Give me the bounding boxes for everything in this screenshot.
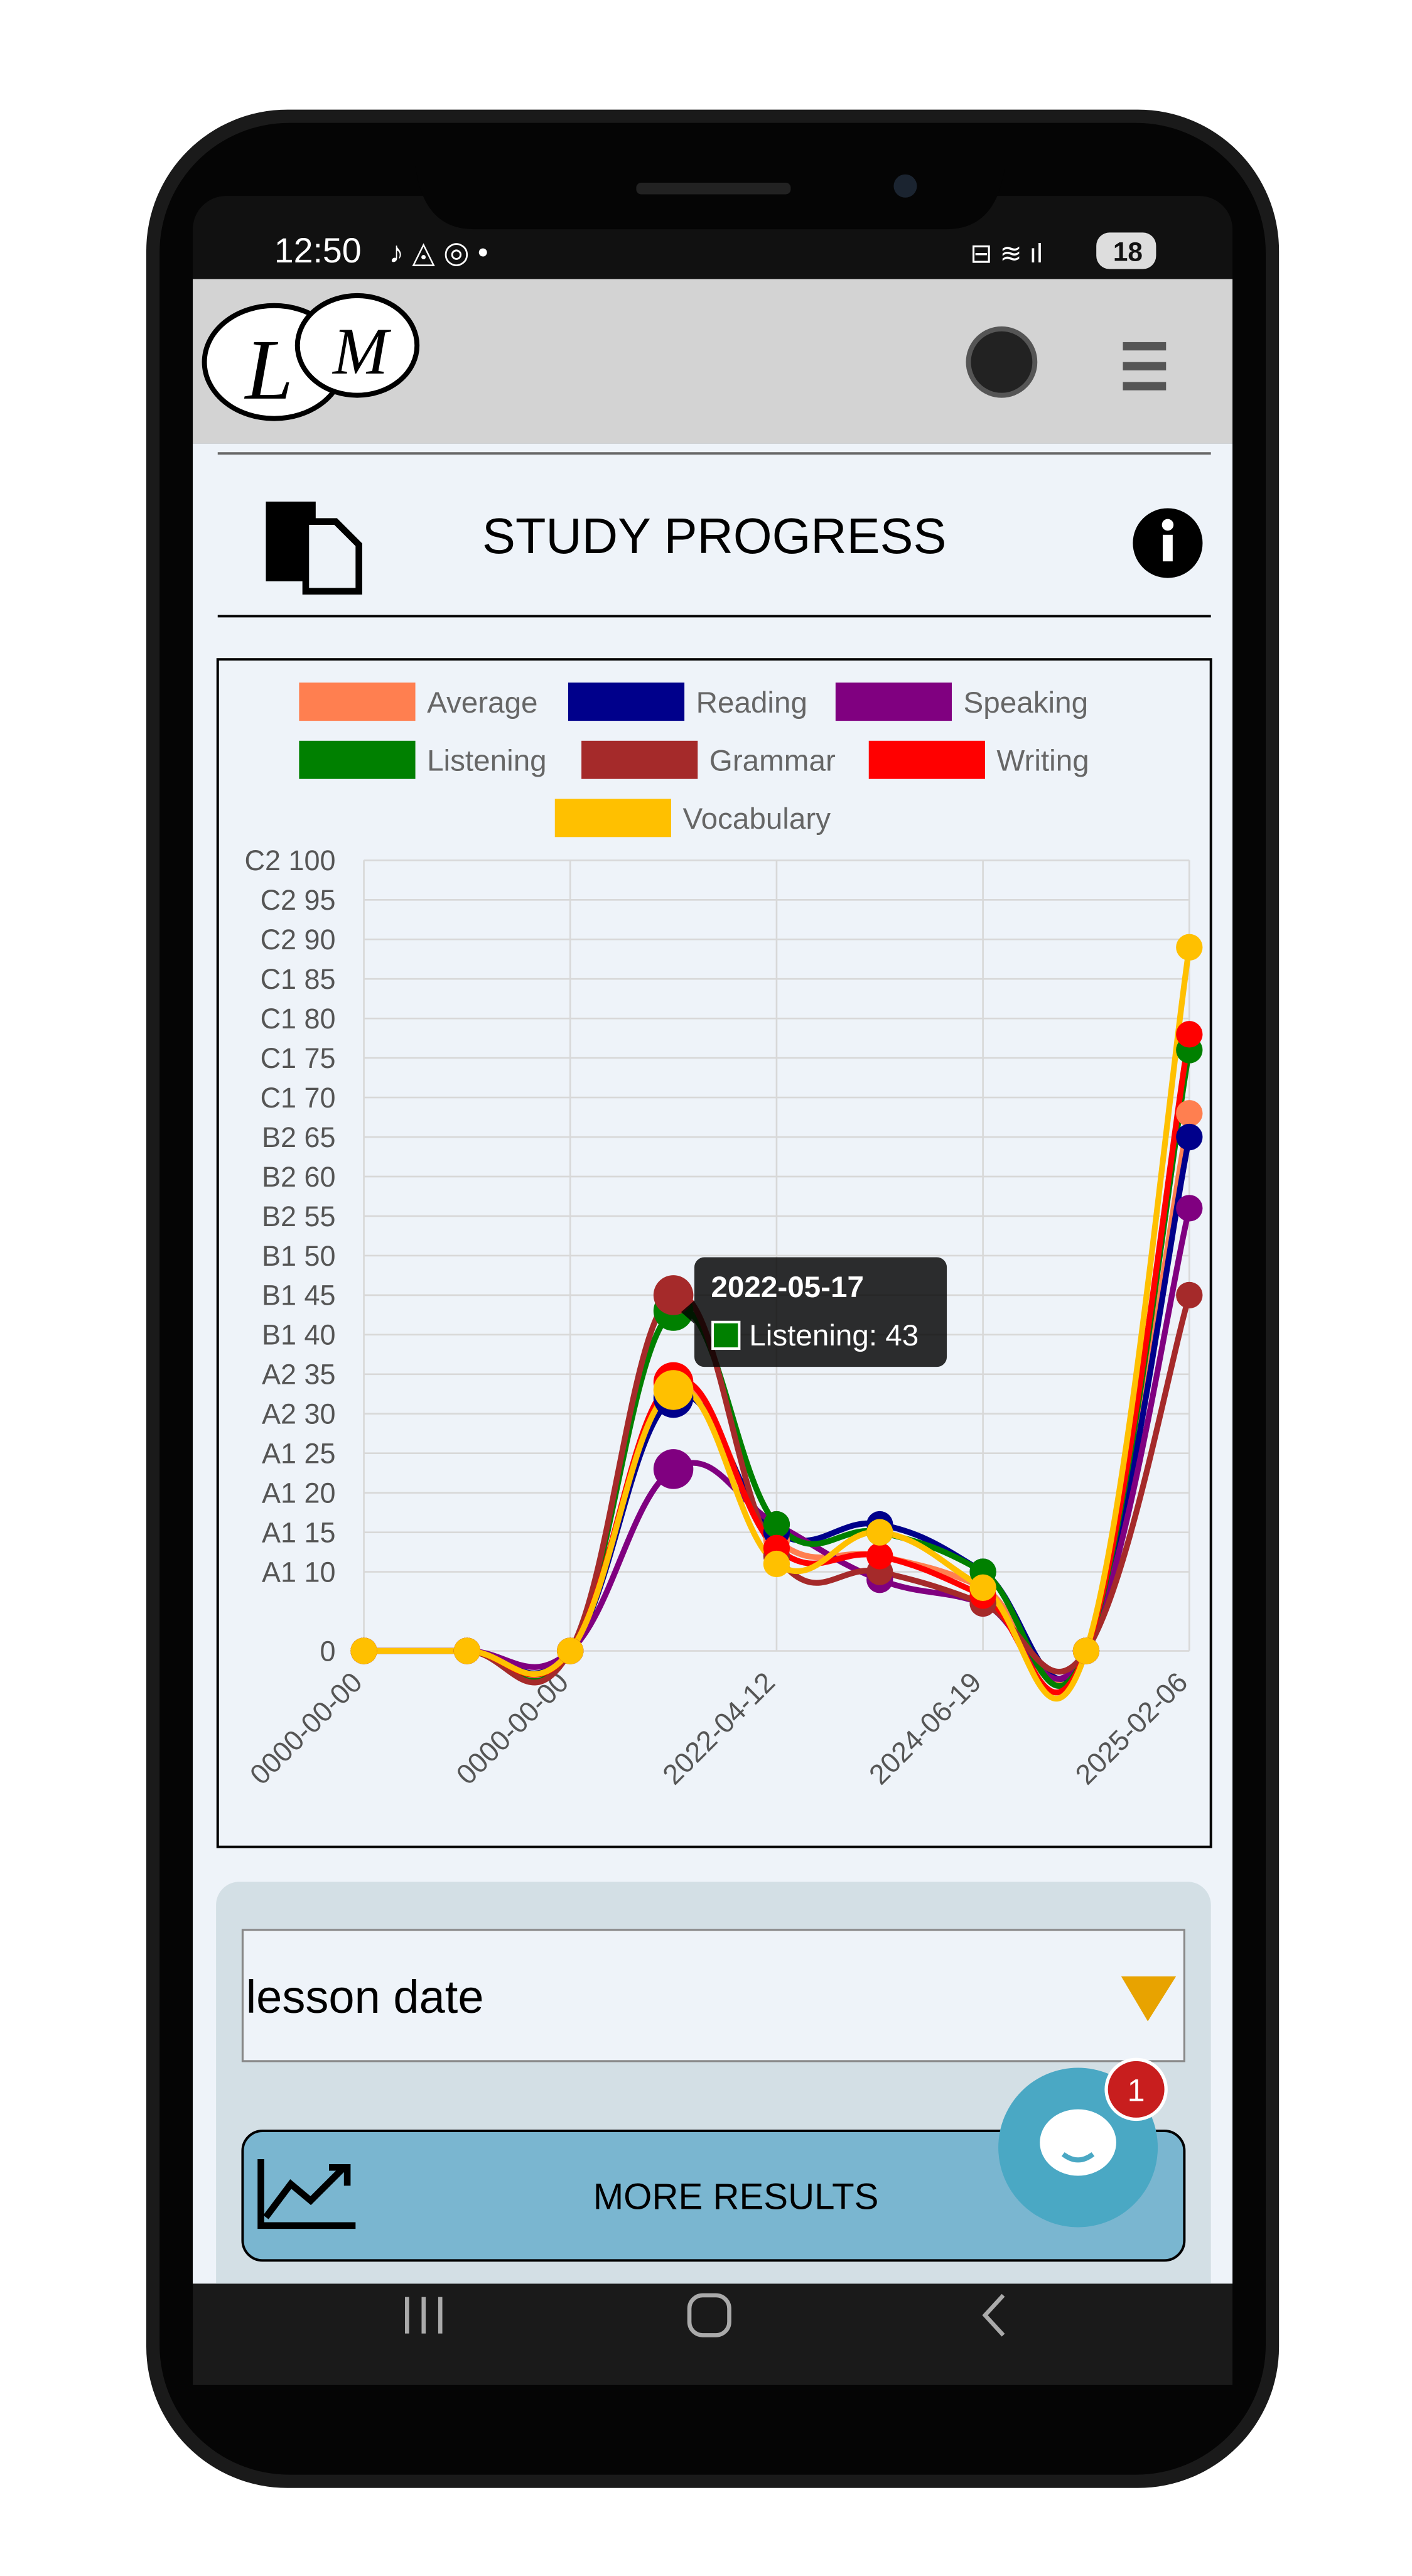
data-point <box>350 1637 377 1664</box>
y-tick-label: B1 45 <box>262 1280 336 1312</box>
legend-label: Speaking <box>964 686 1089 719</box>
data-point <box>653 1370 694 1410</box>
y-tick-label: A2 35 <box>262 1359 336 1391</box>
y-tick-label: 0 <box>320 1635 336 1667</box>
legend-swatch <box>554 799 671 838</box>
y-tick-label: C2 100 <box>245 844 336 876</box>
tooltip-swatch <box>711 1320 741 1350</box>
tooltip-title: 2022-05-17 <box>711 1271 864 1304</box>
data-point <box>1176 1195 1203 1222</box>
y-tick-label: C2 90 <box>261 924 336 956</box>
document-icon <box>266 501 362 595</box>
globe-icon[interactable] <box>966 326 1038 398</box>
camera <box>893 174 917 198</box>
y-tick-label: B1 40 <box>262 1319 336 1351</box>
y-tick-label: C1 85 <box>261 963 336 995</box>
battery <box>1096 232 1156 269</box>
legend-label: Reading <box>696 686 807 719</box>
nav-icons[interactable] <box>405 2293 1005 2337</box>
logo-letter: M <box>331 315 391 388</box>
legend-swatch <box>299 682 416 721</box>
y-tick-label: A1 25 <box>262 1438 336 1470</box>
data-point <box>653 1449 694 1489</box>
status-icons: ♪ ◬ ◎ • <box>389 236 488 269</box>
y-tick-label: A2 30 <box>262 1398 336 1430</box>
y-tick-label: C1 75 <box>261 1042 336 1074</box>
legend-swatch <box>568 682 685 721</box>
chat-badge <box>1104 2057 1168 2121</box>
data-point <box>1176 934 1203 961</box>
dropdown-arrow <box>1121 1976 1177 2022</box>
y-tick-label: C2 95 <box>261 884 336 916</box>
legend-label: Vocabulary <box>682 802 831 836</box>
chat-smile <box>1061 2152 1095 2163</box>
y-tick-label: B2 55 <box>262 1200 336 1232</box>
legend-swatch <box>835 682 952 721</box>
battery-level: 18 <box>1113 237 1143 266</box>
legend-swatch <box>581 740 698 779</box>
y-tick-label: C1 70 <box>261 1082 336 1114</box>
data-point <box>1176 1100 1203 1127</box>
notch <box>415 166 1005 230</box>
chart-icon <box>257 2159 356 2229</box>
data-point <box>557 1637 584 1664</box>
logo-bubble <box>294 293 420 398</box>
page-title: STUDY PROGRESS <box>482 508 946 564</box>
legend-swatch <box>868 740 985 779</box>
menu-icon[interactable] <box>1123 342 1167 391</box>
data-point <box>653 1275 694 1315</box>
legend-label: Writing <box>996 744 1089 777</box>
logo-letter: L <box>244 321 293 418</box>
tooltip-text: Listening: 43 <box>749 1319 919 1352</box>
chat-badge-count: 1 <box>1128 2072 1145 2108</box>
tooltip-caret <box>681 1300 694 1324</box>
chat-icon <box>1040 2109 1116 2176</box>
y-tick-label: C1 80 <box>261 1003 336 1035</box>
data-point <box>866 1519 893 1546</box>
status-time: 12:50 <box>274 231 362 270</box>
y-tick-label: B1 50 <box>262 1240 336 1272</box>
data-point <box>866 1543 893 1570</box>
y-tick-label: B2 65 <box>262 1121 336 1153</box>
more-results-button[interactable] <box>241 2130 1186 2262</box>
data-point <box>763 1550 790 1578</box>
legend-label: Grammar <box>709 744 836 777</box>
dropdown-text: lesson date <box>246 1971 484 2023</box>
data-point <box>453 1637 481 1664</box>
data-point <box>763 1511 790 1538</box>
series-line <box>364 947 1192 1701</box>
legend-label: Listening <box>427 744 547 777</box>
data-point <box>1176 1123 1203 1151</box>
dropdown[interactable] <box>241 1929 1185 2062</box>
data-point <box>1176 1281 1203 1309</box>
speaker <box>636 182 791 195</box>
tooltip <box>694 1257 947 1367</box>
legend-label: Average <box>427 686 537 719</box>
y-tick-label: B2 60 <box>262 1161 336 1193</box>
signal-text: ⊟ ≋ ıl <box>970 239 1043 268</box>
data-point <box>1072 1637 1100 1664</box>
y-tick-label: A1 10 <box>262 1556 336 1588</box>
legend-swatch <box>299 740 416 779</box>
data-point <box>969 1574 996 1601</box>
data-point <box>1176 1021 1203 1048</box>
y-tick-label: A1 15 <box>262 1517 336 1549</box>
button-text: MORE RESULTS <box>593 2176 879 2217</box>
y-tick-label: A1 20 <box>262 1477 336 1509</box>
info-icon[interactable] <box>1133 508 1203 578</box>
